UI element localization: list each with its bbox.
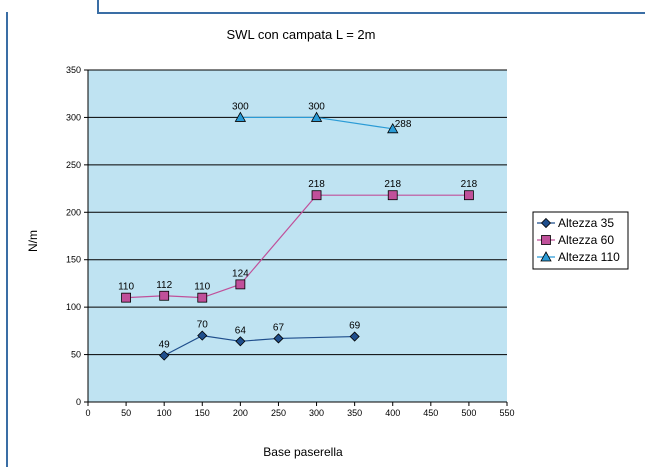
y-tick-label: 300 xyxy=(66,112,81,122)
data-point xyxy=(387,190,398,201)
y-axis-title: N/m xyxy=(26,230,40,252)
x-tick-label: 400 xyxy=(385,408,400,418)
frame-top-tick xyxy=(97,0,99,12)
y-tick-label: 150 xyxy=(66,255,81,265)
data-label: 110 xyxy=(194,282,210,293)
y-tick-label: 200 xyxy=(66,207,81,217)
data-label: 288 xyxy=(395,119,412,130)
data-point xyxy=(349,331,360,342)
data-label: 300 xyxy=(308,101,325,112)
x-axis-title: Base paserella xyxy=(263,445,343,459)
x-tick-label: 350 xyxy=(347,408,362,418)
data-label: 300 xyxy=(232,101,249,112)
data-point xyxy=(464,190,474,201)
x-tick-label: 550 xyxy=(499,408,514,418)
data-label: 124 xyxy=(232,268,249,279)
x-tick-label: 100 xyxy=(157,408,172,418)
legend-entry: Altezza 60 xyxy=(558,233,614,247)
x-tick-label: 0 xyxy=(85,408,90,418)
legend-marker xyxy=(541,235,551,245)
legend-marker xyxy=(540,251,552,262)
data-point xyxy=(121,292,131,303)
data-label: 112 xyxy=(156,280,172,291)
data-label: 218 xyxy=(384,179,401,190)
y-tick-label: 50 xyxy=(71,350,81,360)
data-point xyxy=(159,290,170,301)
legend-entry: Altezza 35 xyxy=(558,216,614,230)
data-label: 70 xyxy=(197,320,209,331)
frame-top-rule xyxy=(97,0,645,14)
plot-area xyxy=(88,70,507,402)
y-tick-label: 0 xyxy=(76,397,81,407)
data-point xyxy=(235,279,246,290)
x-tick-label: 450 xyxy=(423,408,438,418)
legend-marker xyxy=(540,217,552,229)
x-tick-label: 250 xyxy=(271,408,286,418)
x-tick-label: 200 xyxy=(233,408,248,418)
x-tick-label: 300 xyxy=(309,408,324,418)
data-label: 110 xyxy=(118,282,134,293)
data-label: 64 xyxy=(235,325,247,336)
data-label: 218 xyxy=(461,179,478,190)
data-point xyxy=(387,122,399,134)
x-tick-label: 500 xyxy=(461,408,476,418)
data-point xyxy=(197,330,208,341)
data-label: 49 xyxy=(159,340,171,351)
y-tick-label: 350 xyxy=(66,65,81,75)
legend-entry: Altezza 110 xyxy=(558,250,620,264)
data-point xyxy=(197,292,208,303)
data-point xyxy=(273,333,284,344)
y-tick-label: 100 xyxy=(66,302,81,312)
y-tick-label: 250 xyxy=(66,160,81,170)
data-point xyxy=(311,190,322,201)
data-point xyxy=(235,336,246,347)
chart-title: SWL con campata L = 2m xyxy=(227,27,376,42)
data-label: 218 xyxy=(308,179,325,190)
data-point xyxy=(310,111,323,122)
x-tick-label: 150 xyxy=(195,408,210,418)
data-label: 69 xyxy=(349,321,361,332)
data-point xyxy=(159,350,170,361)
data-label: 67 xyxy=(273,322,285,333)
x-tick-label: 50 xyxy=(121,408,131,418)
data-point xyxy=(234,111,247,122)
frame-left-rule xyxy=(6,12,8,467)
